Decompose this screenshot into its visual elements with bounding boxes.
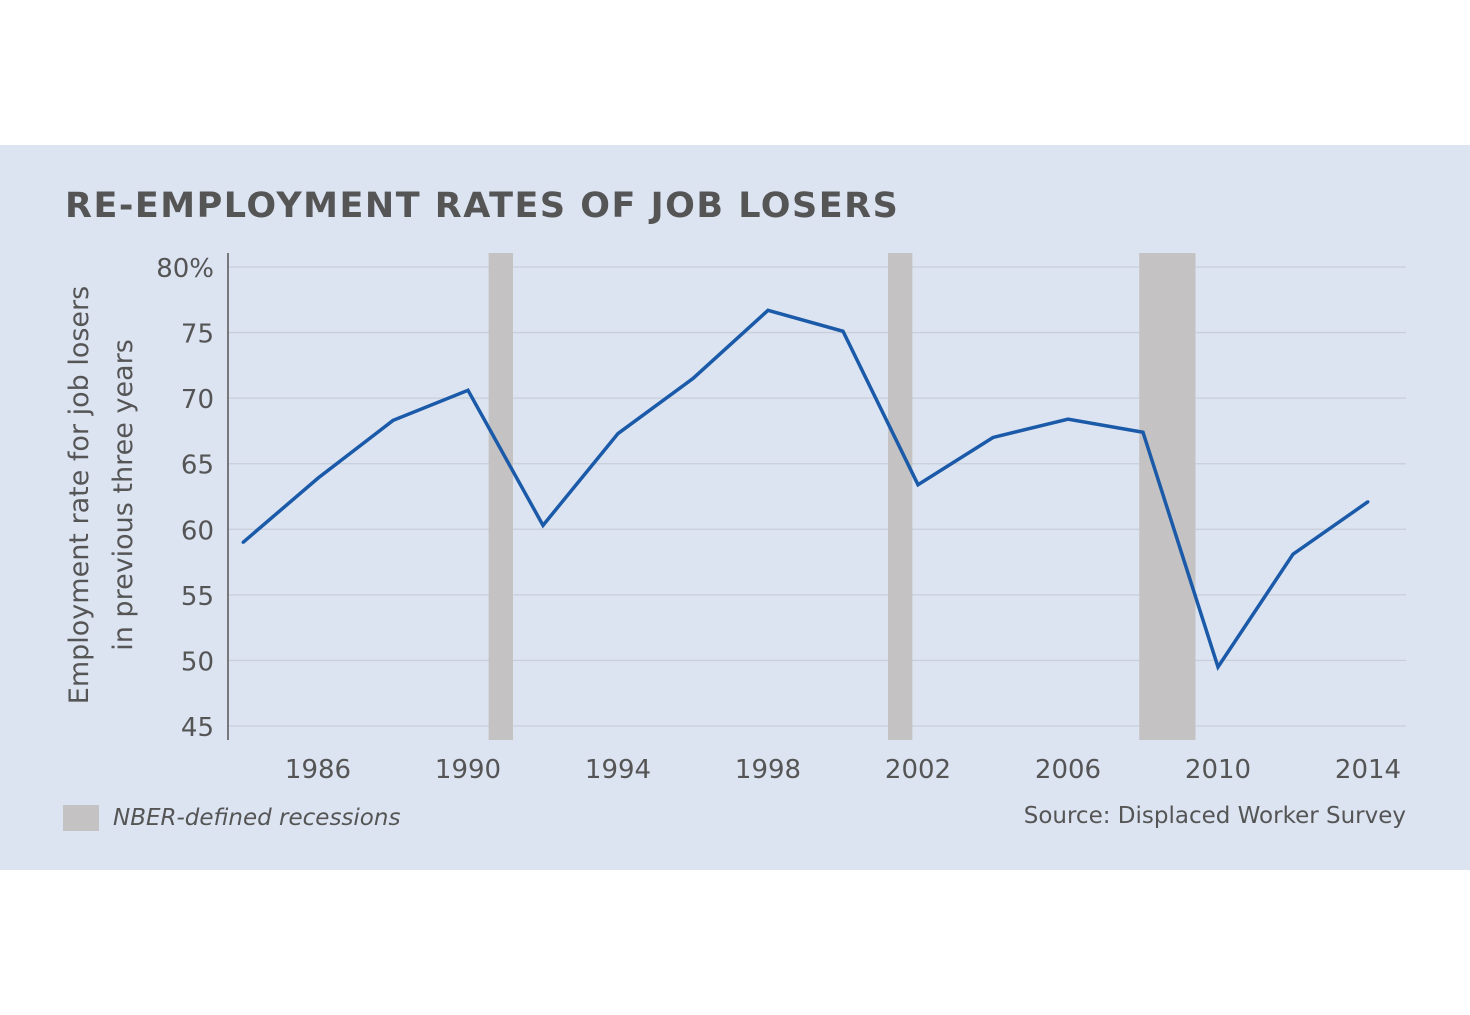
x-tick-label: 1990 [435,755,501,785]
y-tick-label: 65 [181,451,214,481]
recession-band [488,253,513,740]
y-axis-label-line: in previous three years [108,339,139,651]
y-tick-label: 50 [181,647,214,677]
y-axis-label-line: Employment rate for job losers [64,286,95,704]
x-tick-label: 2014 [1335,755,1401,785]
data-point [916,483,920,487]
y-tick-label: 75 [181,320,214,350]
x-tick-label: 1998 [735,755,801,785]
data-point [241,540,245,544]
data-point [691,376,695,380]
legend-label: NBER-defined recessions [113,805,401,831]
data-point [1141,430,1145,434]
x-tick-label: 2006 [1035,755,1101,785]
data-point [616,432,620,436]
data-point [766,308,770,312]
recession-band [1139,253,1196,740]
y-tick-label: 55 [181,582,214,612]
x-tick-label: 2010 [1185,755,1251,785]
y-tick-label: 80% [156,254,214,284]
recession-band [888,253,913,740]
x-tick-label: 1994 [585,755,651,785]
y-tick-label: 60 [181,516,214,546]
y-axis-label: Employment rate for job losers in previou… [64,286,139,704]
y-tick-label: 45 [181,713,214,743]
data-point [316,476,320,480]
data-point [841,329,845,333]
data-point [991,435,995,439]
data-point [1291,552,1295,556]
data-point [1066,417,1070,421]
chart-panel [0,145,1470,870]
legend: NBER-defined recessions [63,805,400,831]
y-tick-label: 70 [181,385,214,415]
data-point [466,388,470,392]
data-point [1366,500,1370,504]
chart-title: RE-EMPLOYMENT RATES OF JOB LOSERS [65,186,900,226]
data-point [391,418,395,422]
series-line [241,308,1370,671]
data-point [541,523,545,527]
recession-swatch [63,805,99,831]
x-tick-label: 2002 [885,755,951,785]
data-point [1216,665,1220,669]
x-tick-label: 1986 [285,755,351,785]
source-note: Source: Displaced Worker Survey [1023,803,1406,829]
